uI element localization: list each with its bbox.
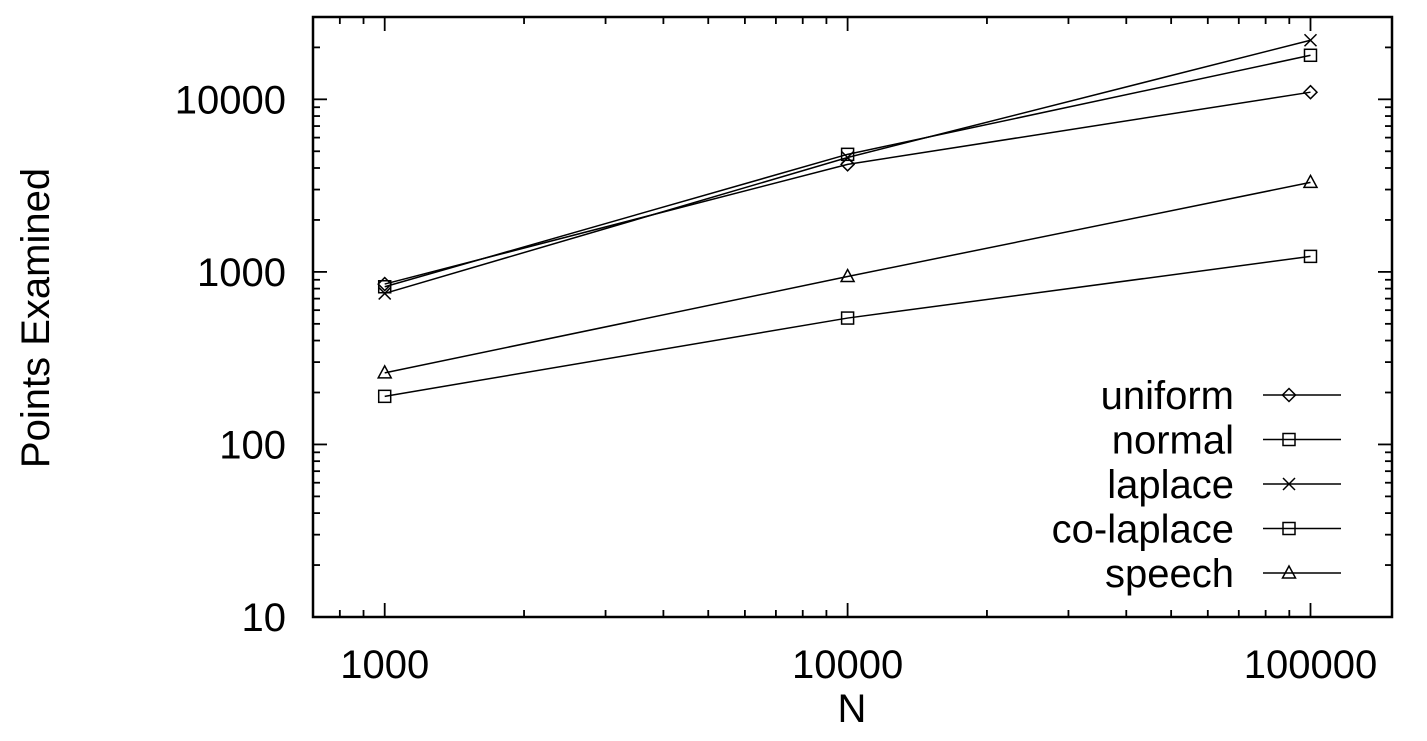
legend-label: speech: [1105, 552, 1234, 596]
series-speech: [376, 173, 1319, 379]
series-layer: [376, 33, 1319, 404]
series-line: [384, 255, 1311, 398]
y-tick-label: 1000: [197, 251, 286, 295]
legend-item-uniform: uniform: [1101, 374, 1341, 418]
data-point-cross: [1303, 33, 1318, 47]
data-point-square: [840, 311, 855, 325]
data-point-square: [1303, 249, 1318, 264]
legend-label: uniform: [1101, 374, 1234, 418]
data-point-square: [1282, 432, 1296, 447]
data-point-cross: [378, 286, 392, 300]
y-tick-label: 100: [219, 423, 286, 467]
legend-label: laplace: [1107, 463, 1234, 507]
plot-frame: [311, 15, 1394, 619]
data-point-square: [377, 389, 392, 404]
x-axis-label: N: [838, 687, 867, 731]
y-tick-label: 10: [242, 596, 287, 640]
y-tick-label: 10000: [175, 78, 286, 122]
x-tick-label: 10000: [792, 643, 903, 687]
legend-label: co-laplace: [1052, 508, 1234, 552]
legend-label: normal: [1112, 419, 1234, 463]
data-point-cross: [1282, 477, 1296, 491]
axis-tick-labels: 1000 10000 100000 10 100 1000 10000: [175, 78, 1377, 687]
series-line: [384, 91, 1311, 285]
x-tick-label: 1000: [340, 643, 429, 687]
data-point-triangle: [1281, 564, 1297, 579]
legend-item-laplace: laplace: [1107, 463, 1341, 507]
data-point-diamond: [1302, 84, 1319, 100]
series-normal: [377, 48, 1318, 294]
series-line: [384, 54, 1311, 288]
y-axis-label: Points Examined: [14, 168, 58, 468]
series-line: [384, 39, 1311, 295]
legend-item-normal: normal: [1112, 419, 1341, 463]
series-uniform: [377, 84, 1319, 292]
data-point-diamond: [1281, 387, 1297, 403]
series-laplace: [378, 33, 1318, 300]
data-point-triangle: [839, 267, 856, 283]
series-line: [384, 181, 1311, 374]
legend-item-co-laplace: co-laplace: [1052, 508, 1341, 552]
data-point-diamond: [377, 276, 393, 292]
data-point-cross: [841, 150, 855, 165]
legend-item-speech: speech: [1105, 552, 1341, 596]
data-point-square: [840, 147, 855, 162]
data-point-triangle: [376, 364, 393, 379]
data-point-triangle: [1302, 173, 1319, 189]
series-co-laplace: [377, 249, 1318, 404]
data-point-square: [1282, 521, 1296, 536]
data-point-square: [1303, 48, 1318, 63]
x-tick-label: 100000: [1244, 643, 1377, 687]
